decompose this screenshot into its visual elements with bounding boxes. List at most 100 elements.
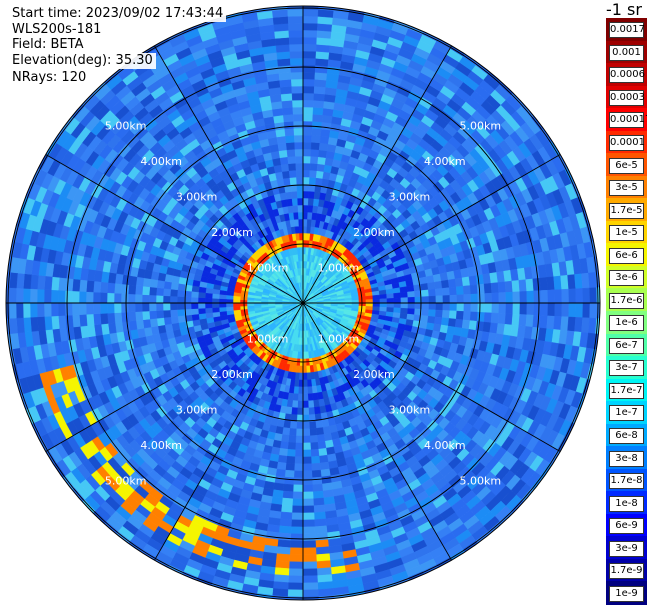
- scan-cell: [198, 313, 207, 320]
- scan-cell: [435, 309, 444, 318]
- scan-cell: [316, 37, 332, 46]
- scan-cell: [275, 44, 291, 53]
- scan-cell: [427, 281, 436, 291]
- scan-cell: [71, 302, 80, 316]
- scan-cell: [283, 121, 295, 130]
- scan-cell: [279, 79, 292, 88]
- scan-cell: [299, 232, 304, 241]
- scan-cell: [313, 406, 321, 415]
- scan-cell: [36, 302, 45, 318]
- scan-cell: [302, 372, 308, 381]
- scan-cell: [128, 284, 137, 295]
- scan-cell: [120, 302, 129, 313]
- scan-cell: [315, 170, 325, 179]
- scan-cell: [365, 299, 374, 304]
- scan-cell: [589, 287, 598, 304]
- scan-cell: [22, 302, 31, 318]
- scan-cell: [302, 435, 311, 444]
- scan-cell: [272, 16, 289, 25]
- scan-cell: [287, 205, 294, 214]
- scan-cell: [276, 135, 287, 145]
- scan-cell: [225, 302, 234, 308]
- scan-cell: [51, 276, 60, 291]
- scan-cell: [295, 442, 304, 451]
- scan-cell: [30, 316, 39, 332]
- scan-cell: [302, 568, 318, 577]
- scan-cell: [435, 295, 444, 304]
- scan-cell: [427, 315, 436, 325]
- scan-cell: [292, 106, 304, 115]
- scan-cell: [128, 275, 138, 286]
- scan-cell: [302, 169, 311, 178]
- scan-cell: [469, 284, 478, 295]
- scan-cell: [302, 8, 319, 17]
- scan-cell: [169, 302, 178, 311]
- scan-cell: [309, 162, 318, 171]
- scan-cell: [400, 302, 409, 309]
- scan-cell: [421, 289, 430, 297]
- scan-cell: [291, 92, 304, 101]
- scan-cell: [589, 302, 598, 319]
- scan-cell: [511, 280, 520, 293]
- scan-cell: [317, 156, 327, 165]
- scan-cell: [447, 318, 457, 328]
- scan-cell: [540, 302, 549, 317]
- scan-cell: [392, 287, 401, 294]
- scan-cell: [275, 128, 286, 138]
- scan-cell: [511, 313, 520, 326]
- scan-cell: [442, 295, 451, 304]
- scan-cell: [319, 135, 330, 145]
- scan-cell: [29, 302, 38, 318]
- scan-cell: [442, 287, 451, 296]
- scan-cell: [313, 399, 320, 408]
- scan-cell: [574, 317, 583, 333]
- scan-cell: [316, 30, 332, 39]
- scan-cell: [302, 442, 311, 451]
- scan-cell: [281, 497, 293, 506]
- scan-cell: [490, 282, 499, 294]
- scan-cell: [302, 428, 311, 437]
- scan-cell: [302, 470, 313, 479]
- scan-cell: [483, 283, 492, 294]
- scan-cell: [293, 463, 304, 472]
- scan-cell: [37, 316, 46, 332]
- scan-cell: [358, 299, 367, 304]
- scan-cell: [454, 318, 464, 329]
- scan-cell: [288, 36, 304, 45]
- scan-cell: [278, 72, 292, 81]
- scan-cell: [484, 292, 493, 304]
- scan-cell: [477, 302, 486, 313]
- scan-cell: [272, 588, 289, 597]
- scan-cell: [490, 312, 499, 324]
- scan-cell: [302, 575, 318, 584]
- scan-cell: [294, 449, 304, 458]
- scan-cell: [277, 532, 292, 541]
- scan-cell: [554, 289, 563, 304]
- scan-cell: [525, 278, 534, 292]
- scan-cell: [289, 554, 304, 563]
- scan-cell: [176, 289, 185, 297]
- scan-cell: [291, 190, 298, 199]
- scan-cell: [297, 400, 304, 409]
- scan-cell: [298, 225, 304, 234]
- scan-cell: [484, 302, 493, 314]
- scan-cell: [435, 302, 444, 311]
- scan-cell: [299, 239, 304, 248]
- scan-cell: [393, 292, 402, 299]
- scan-cell: [197, 302, 206, 309]
- scan-cell: [302, 561, 318, 570]
- scan-cell: [107, 312, 116, 324]
- scan-cell: [43, 289, 52, 304]
- scan-cell: [288, 568, 304, 577]
- scan-cell: [64, 302, 73, 316]
- scan-cell: [280, 86, 293, 95]
- scan-cell: [310, 448, 320, 458]
- scan-cell: [176, 302, 185, 310]
- scan-cell: [581, 272, 590, 289]
- scan-cell: [407, 302, 416, 310]
- scan-cell: [302, 232, 307, 241]
- scan-cell: [295, 169, 304, 178]
- scan-cell: [468, 320, 478, 331]
- scan-cell: [497, 281, 506, 293]
